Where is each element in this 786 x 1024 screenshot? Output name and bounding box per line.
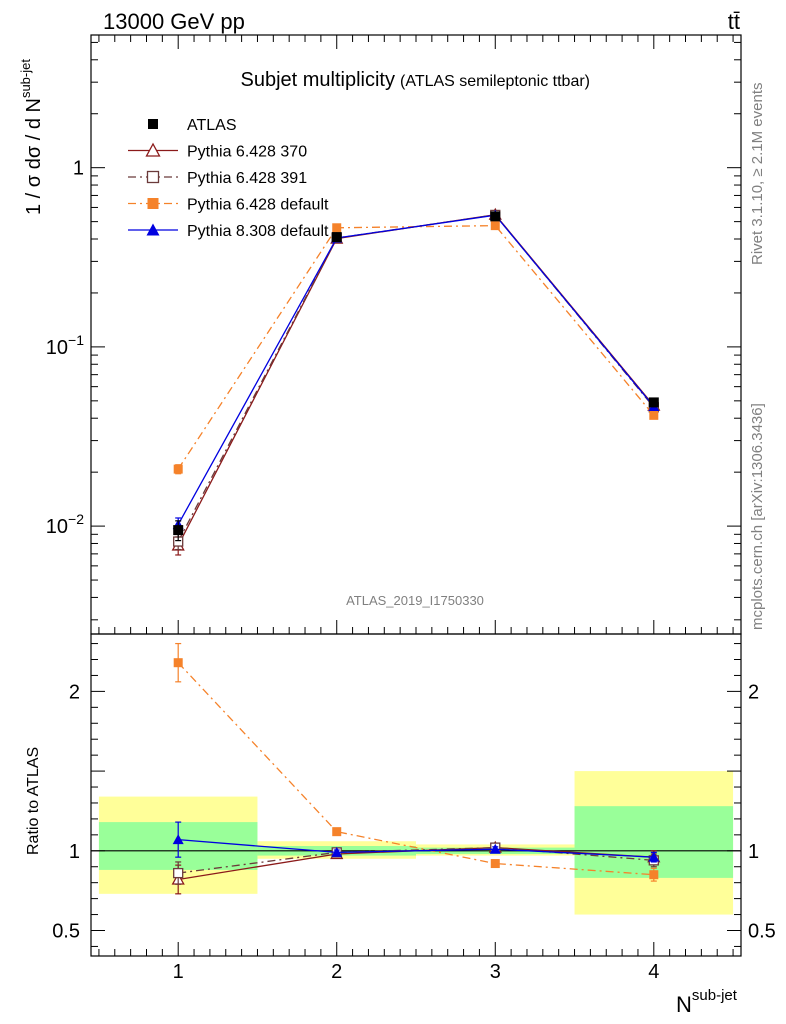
main-y-axis-label: 1 / σ dσ / d Nsub-jet bbox=[18, 59, 45, 215]
x-tick-label: 2 bbox=[331, 961, 342, 983]
legend-marker bbox=[146, 170, 160, 184]
x-axis-label-sup: sub-jet bbox=[692, 987, 738, 1004]
legend-label: Pythia 6.428 391 bbox=[187, 170, 307, 187]
x-tick-label: 3 bbox=[490, 961, 501, 983]
ratio-y-tick-label-right: 1 bbox=[748, 841, 759, 863]
rivet-version-label: Rivet 3.1.10, ≥ 2.1M events bbox=[749, 83, 766, 266]
main-y-tick-label-exponent: −2 bbox=[68, 511, 84, 527]
legend-marker bbox=[148, 119, 158, 129]
ratio-y-tick-label-right: 0.5 bbox=[748, 920, 776, 942]
main-y-tick-label: 10−2 bbox=[46, 511, 84, 538]
main-data-point bbox=[490, 211, 501, 222]
main-series-line-2 bbox=[177, 214, 655, 542]
main-y-tick-label-exponent: −1 bbox=[68, 332, 84, 348]
main-series-line-1 bbox=[177, 213, 655, 546]
ratio-y-axis-label: Ratio to ATLAS bbox=[25, 747, 42, 855]
main-series-line-3 bbox=[177, 224, 655, 470]
main-y-tick-label-base: 10 bbox=[46, 337, 68, 359]
legend-label: ATLAS bbox=[187, 117, 237, 134]
ratio-y-tick-label-right: 2 bbox=[748, 681, 759, 703]
main-y-tick-label-base: 10 bbox=[46, 516, 68, 538]
legend-item: Pythia 6.428 370 bbox=[128, 142, 307, 161]
legend-item: ATLAS bbox=[148, 117, 237, 134]
ratio-data-point bbox=[649, 870, 659, 880]
ratio-series-line-4 bbox=[178, 838, 654, 858]
x-tick-label: 4 bbox=[648, 961, 659, 983]
legend-item: Pythia 8.308 default bbox=[128, 223, 329, 240]
legend-item: Pythia 6.428 391 bbox=[128, 170, 307, 187]
x-tick-label: 1 bbox=[173, 961, 184, 983]
x-axis-label: Nsub-jet bbox=[676, 987, 738, 1017]
ratio-plot: 1 2 3 4 0.5 0.5 1 1 2 2 bbox=[52, 633, 776, 983]
ratio-series-line-2 bbox=[178, 846, 654, 874]
ratio-series-line-3 bbox=[177, 662, 654, 876]
legend-marker bbox=[145, 142, 161, 157]
main-data-point bbox=[332, 223, 342, 233]
main-data-point bbox=[173, 525, 184, 536]
legend-item: Pythia 6.428 default bbox=[128, 197, 329, 214]
legend-marker bbox=[147, 198, 159, 209]
ratio-data-point bbox=[173, 867, 184, 879]
ratio-data-point bbox=[648, 851, 660, 862]
legend-label: Pythia 6.428 370 bbox=[187, 144, 307, 161]
main-data-point bbox=[331, 232, 342, 243]
ratio-data-point bbox=[490, 859, 500, 869]
main-series-line-4 bbox=[177, 214, 655, 525]
legend-label: Pythia 6.428 default bbox=[187, 197, 329, 214]
ratio-data-point bbox=[332, 827, 342, 837]
analysis-id: ATLAS_2019_I1750330 bbox=[346, 593, 484, 608]
plot-title: Subjet multiplicity bbox=[240, 69, 395, 91]
ratio-y-tick-label-left: 1 bbox=[69, 841, 80, 863]
legend-label: Pythia 8.308 default bbox=[187, 223, 329, 240]
legend-marker bbox=[146, 223, 160, 236]
main-plot: 10−210−11 bbox=[46, 34, 742, 635]
ratio-data-point bbox=[331, 846, 343, 857]
plot-subtitle: (ATLAS semileptonic ttbar) bbox=[400, 73, 590, 90]
energy-label: 13000 GeV pp bbox=[103, 9, 245, 34]
mcplots-label: mcplots.cern.ch [arXiv:1306.3436] bbox=[749, 403, 766, 630]
main-data-point bbox=[648, 397, 659, 408]
main-y-tick-label-base: 1 bbox=[73, 158, 84, 180]
legend: ATLAS Pythia 6.428 370 Pythia 6.428 391 Pyt… bbox=[128, 117, 329, 240]
main-data-point bbox=[173, 464, 183, 474]
main-y-axis-label-main: 1 / σ dσ / d N bbox=[23, 98, 45, 215]
ratio-data-point bbox=[172, 834, 184, 845]
main-y-tick-label: 10−1 bbox=[46, 332, 84, 359]
main-data-point bbox=[649, 410, 659, 420]
process-label: tt̄ bbox=[728, 9, 740, 34]
main-data-point bbox=[490, 221, 500, 231]
ratio-y-tick-label-left: 2 bbox=[69, 681, 80, 703]
main-y-tick-label: 1 bbox=[73, 158, 84, 180]
main-y-axis-label-sup: sub-jet bbox=[18, 59, 33, 98]
ratio-data-point bbox=[489, 843, 501, 854]
x-axis-label-main: N bbox=[676, 992, 692, 1017]
ratio-y-tick-label-left: 0.5 bbox=[52, 920, 80, 942]
ratio-data-point bbox=[173, 658, 183, 668]
